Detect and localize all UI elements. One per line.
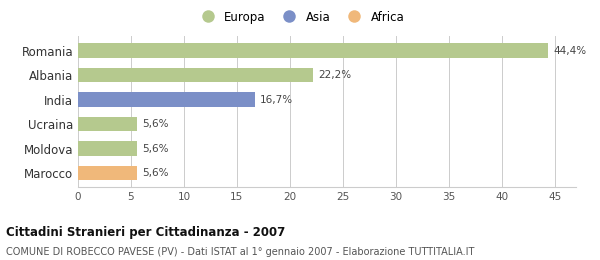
Text: 5,6%: 5,6% — [143, 168, 169, 178]
Bar — [78, 166, 137, 180]
Text: 44,4%: 44,4% — [554, 46, 587, 56]
Text: 5,6%: 5,6% — [143, 119, 169, 129]
Text: COMUNE DI ROBECCO PAVESE (PV) - Dati ISTAT al 1° gennaio 2007 - Elaborazione TUT: COMUNE DI ROBECCO PAVESE (PV) - Dati IST… — [6, 247, 475, 257]
Bar — [78, 117, 137, 131]
Bar — [78, 68, 313, 82]
Text: 5,6%: 5,6% — [143, 144, 169, 153]
Bar — [78, 43, 548, 58]
Text: 22,2%: 22,2% — [319, 70, 352, 80]
Bar — [78, 141, 137, 156]
Bar — [78, 92, 255, 107]
Text: 16,7%: 16,7% — [260, 95, 293, 105]
Legend: Europa, Asia, Africa: Europa, Asia, Africa — [191, 6, 409, 28]
Text: Cittadini Stranieri per Cittadinanza - 2007: Cittadini Stranieri per Cittadinanza - 2… — [6, 226, 285, 239]
